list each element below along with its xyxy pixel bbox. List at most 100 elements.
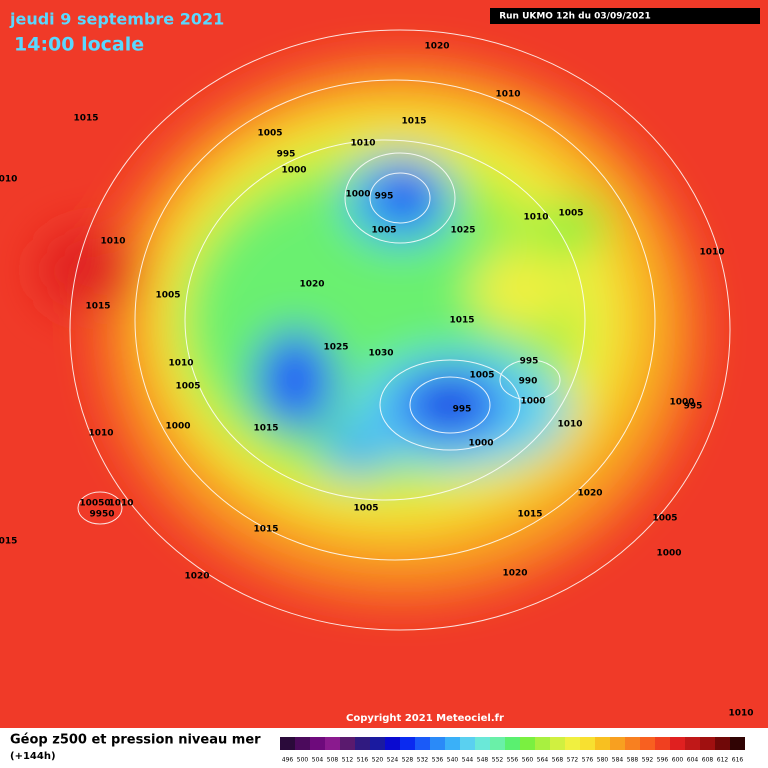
scale-swatch: [685, 737, 700, 750]
isobar-label: 1030: [368, 349, 393, 359]
scale-label: 508: [327, 757, 339, 764]
scale-swatch: [340, 737, 355, 750]
isobar-label: 1015: [517, 510, 542, 520]
run-info: Run UKMO 12h du 03/09/2021: [499, 12, 651, 22]
scale-swatch: [715, 737, 730, 750]
isobar-label: 1015: [73, 114, 98, 124]
isobar-label: 1005: [175, 382, 200, 392]
isobar-label: 1015: [449, 316, 474, 326]
legend-subtitle: (+144h): [10, 751, 56, 762]
isobar-label: 1020: [424, 42, 449, 52]
scale-swatch: [565, 737, 580, 750]
scale-swatch: [520, 737, 535, 750]
scale-label: 600: [672, 757, 684, 764]
scale-swatch: [295, 737, 310, 750]
copyright: Copyright 2021 Meteociel.fr: [346, 713, 504, 724]
isobar-label: 1020: [502, 569, 527, 579]
isobar-label: 1000: [345, 190, 370, 200]
scale-swatch: [610, 737, 625, 750]
scale-swatch: [400, 737, 415, 750]
scale-label: 564: [537, 757, 549, 764]
isobar-label: 10050: [79, 499, 110, 509]
isobar-label: 1020: [577, 489, 602, 499]
isobar-label: 1015: [253, 424, 278, 434]
isobar-label: 1005: [155, 291, 180, 301]
isobar-label: 995: [520, 357, 539, 367]
scale-label: 612: [717, 757, 729, 764]
scale-label: 512: [342, 757, 354, 764]
scale-swatch: [550, 737, 565, 750]
scale-label: 608: [702, 757, 714, 764]
isobar-label: 010: [0, 175, 17, 185]
isobar-label: 1020: [184, 572, 209, 582]
scale-swatch: [490, 737, 505, 750]
scale-swatch: [535, 737, 550, 750]
scale-swatch: [310, 737, 325, 750]
field: [0, 0, 768, 728]
isobar-label: 9950: [89, 510, 114, 520]
scale-label: 544: [462, 757, 474, 764]
isobar-label: 1010: [100, 237, 125, 247]
scale-label: 592: [642, 757, 654, 764]
scale-swatch: [640, 737, 655, 750]
isobar-label: 1000: [656, 549, 681, 559]
isobar-label: 1000: [165, 422, 190, 432]
isobar-label: 1005: [371, 226, 396, 236]
scale-swatch: [325, 737, 340, 750]
scale-label: 540: [447, 757, 459, 764]
scale-label: 604: [687, 757, 699, 764]
isobar-label: 1005: [353, 504, 378, 514]
scale-swatch: [625, 737, 640, 750]
isobar-label: 990: [519, 377, 538, 387]
scale-label: 588: [627, 757, 639, 764]
scale-label: 556: [507, 757, 519, 764]
isobar-label: 1005: [652, 514, 677, 524]
isobar-label: 995: [684, 402, 703, 412]
scale-label: 496: [282, 757, 294, 764]
isobar-label: 1010: [557, 420, 582, 430]
scale-swatch: [430, 737, 445, 750]
scale-swatch: [655, 737, 670, 750]
isobar-label: 1000: [520, 397, 545, 407]
isobar-label: 1010: [728, 709, 753, 719]
scale-label: 568: [552, 757, 564, 764]
scale-label: 536: [432, 757, 444, 764]
scale-label: 500: [297, 757, 309, 764]
scale-swatch: [445, 737, 460, 750]
isobar-label: 1005: [558, 209, 583, 219]
isobar-label: 995: [375, 192, 394, 202]
scale-label: 528: [402, 757, 414, 764]
scale-swatch: [595, 737, 610, 750]
isobar-label: 1025: [450, 226, 475, 236]
isobar-label: 1000: [468, 439, 493, 449]
isobar-label: 1010: [495, 90, 520, 100]
scale-swatch: [700, 737, 715, 750]
scale-label: 572: [567, 757, 579, 764]
date: jeudi 9 septembre 2021: [9, 10, 224, 29]
scale-label: 560: [522, 757, 534, 764]
isobar-label: 1010: [523, 213, 548, 223]
isobar-label: 1025: [323, 343, 348, 353]
scale-swatch: [670, 737, 685, 750]
legend-title: Géop z500 et pression niveau mer: [10, 733, 261, 748]
isobar-label: 1010: [699, 248, 724, 258]
isobar-label: 1015: [253, 525, 278, 535]
scale-label: 552: [492, 757, 504, 764]
scale-swatch: [580, 737, 595, 750]
isobar-label: 1005: [257, 129, 282, 139]
scale-swatch: [370, 737, 385, 750]
scale-swatch: [475, 737, 490, 750]
scale-label: 548: [477, 757, 489, 764]
isobar-label: 1020: [299, 280, 324, 290]
isobar-label: 1015: [85, 302, 110, 312]
isobar-label: 015: [0, 537, 17, 547]
scale-swatch: [385, 737, 400, 750]
isobar-label: 1005: [469, 371, 494, 381]
isobar-label: 1010: [88, 429, 113, 439]
scale-swatch: [505, 737, 520, 750]
run-box: [490, 8, 760, 24]
isobar-label: 1000: [669, 398, 694, 408]
scale-swatch: [730, 737, 745, 750]
